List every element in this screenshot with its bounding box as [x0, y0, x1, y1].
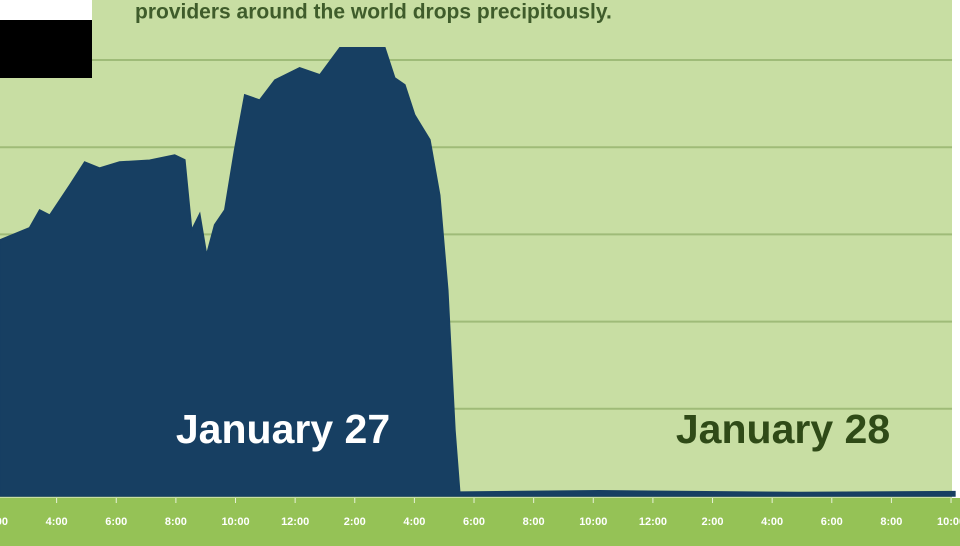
x-tick-label: 8:00: [880, 516, 902, 528]
area: [0, 47, 956, 497]
x-tick-label: 4:00: [761, 516, 783, 528]
x-tick-label: 6:00: [463, 516, 485, 528]
subtitle: providers around the world drops precipi…: [135, 1, 612, 24]
marks: [0, 47, 956, 497]
right-margin: [952, 0, 960, 498]
black-box: [0, 20, 92, 78]
x-tick-label: 12:00: [281, 516, 309, 528]
x-tick-label: 10:00: [221, 516, 249, 528]
x-tick-label: 8:00: [165, 516, 187, 528]
x-tick-label: 4:00: [46, 516, 68, 528]
x-tick-label: 10:00: [579, 516, 607, 528]
x-tick-label: 12:00: [639, 516, 667, 528]
white-box: [0, 0, 92, 20]
annotation: January 28: [676, 406, 890, 452]
x-ticks: 2:00 4:00 6:00 8:00 10:00 12:00 2:00 4:00 6:00 8:…: [0, 498, 960, 528]
x-tick-label: 2:00: [0, 516, 8, 528]
x-tick-label: 6:00: [105, 516, 127, 528]
x-tick-label: 2:00: [344, 516, 366, 528]
x-tick-label: 10:00: [937, 516, 960, 528]
x-tick-label: 8:00: [523, 516, 545, 528]
x-axis-band: [0, 498, 960, 546]
x-tick-label: 6:00: [821, 516, 843, 528]
annotation: January 27: [176, 406, 390, 452]
x-tick-label: 4:00: [403, 516, 425, 528]
x-tick-label: 2:00: [702, 516, 724, 528]
